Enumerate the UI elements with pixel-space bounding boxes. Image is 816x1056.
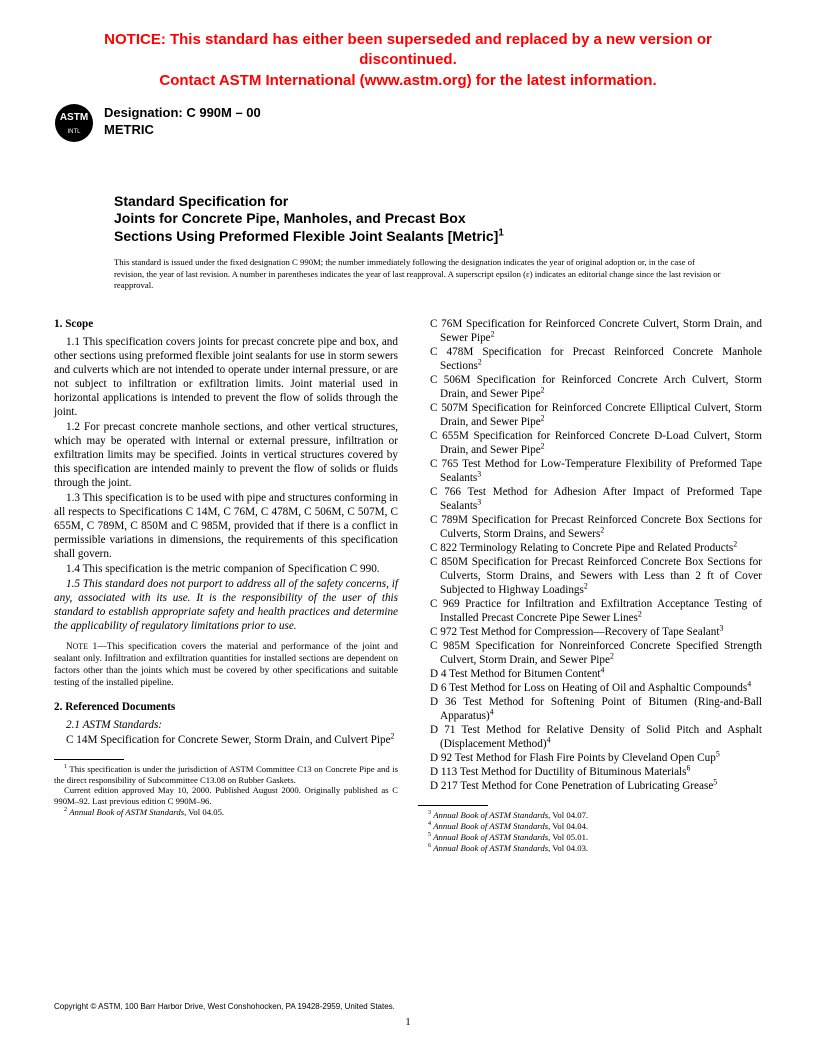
ref-item: C 969 Practice for Infiltration and Exfi… — [418, 597, 762, 625]
footnote-rule-left — [54, 759, 124, 760]
ref-c14m: C 14M Specification for Concrete Sewer, … — [54, 733, 398, 747]
ref-item: C 76M Specification for Reinforced Concr… — [418, 317, 762, 345]
svg-text:INTL: INTL — [67, 129, 81, 135]
page-number: 1 — [0, 1016, 816, 1030]
ref-list: C 76M Specification for Reinforced Concr… — [418, 317, 762, 793]
body-columns: 1. Scope 1.1 This specification covers j… — [54, 317, 762, 854]
ref-item: C 765 Test Method for Low-Temperature Fl… — [418, 457, 762, 485]
notice-line2: Contact ASTM International (www.astm.org… — [159, 72, 656, 89]
scope-p2: 1.2 For precast concrete manhole section… — [54, 420, 398, 490]
ref-item: C 655M Specification for Reinforced Conc… — [418, 429, 762, 457]
notice-banner: NOTICE: This standard has either been su… — [54, 30, 762, 91]
ref-item: D 6 Test Method for Loss on Heating of O… — [418, 681, 762, 695]
ref-item: D 113 Test Method for Ductility of Bitum… — [418, 765, 762, 779]
ref-item: D 4 Test Method for Bitumen Content4 — [418, 667, 762, 681]
title-line2: Sections Using Preformed Flexible Joint … — [114, 228, 722, 246]
ref-item: C 789M Specification for Precast Reinfor… — [418, 513, 762, 541]
scope-heading: 1. Scope — [54, 317, 398, 331]
ref-item: C 822 Terminology Relating to Concrete P… — [418, 541, 762, 555]
ref-item: D 92 Test Method for Flash Fire Points b… — [418, 751, 762, 765]
title-line1: Joints for Concrete Pipe, Manholes, and … — [114, 210, 722, 228]
scope-p3: 1.3 This specification is to be used wit… — [54, 491, 398, 561]
ref-item: C 850M Specification for Precast Reinfor… — [418, 555, 762, 597]
title-block: Standard Specification for Joints for Co… — [114, 193, 722, 246]
header: ASTM INTL Designation: C 990M – 00 METRI… — [54, 103, 762, 143]
pretitle: Standard Specification for — [114, 193, 722, 211]
footnote-4: 4 Annual Book of ASTM Standards, Vol 04.… — [418, 821, 762, 832]
metric-text: METRIC — [104, 122, 154, 137]
footnote-1b: Current edition approved May 10, 2000. P… — [54, 785, 398, 807]
ref-item: C 507M Specification for Reinforced Conc… — [418, 401, 762, 429]
astm-logo-icon: ASTM INTL — [54, 103, 94, 143]
footnote-1a: 1 This specification is under the jurisd… — [54, 764, 398, 786]
scope-p5: 1.5 This standard does not purport to ad… — [54, 577, 398, 633]
refdocs-heading: 2. Referenced Documents — [54, 700, 398, 714]
footnote-5: 5 Annual Book of ASTM Standards, Vol 05.… — [418, 832, 762, 843]
copyright-line: Copyright © ASTM, 100 Barr Harbor Drive,… — [54, 1002, 395, 1012]
scope-p1: 1.1 This specification covers joints for… — [54, 335, 398, 419]
issuance-note: This standard is issued under the fixed … — [114, 257, 722, 291]
ref-item: C 985M Specification for Nonreinforced C… — [418, 639, 762, 667]
designation-text: Designation: C 990M – 00 — [104, 105, 261, 120]
ref-item: C 766 Test Method for Adhesion After Imp… — [418, 485, 762, 513]
footnote-3: 3 Annual Book of ASTM Standards, Vol 04.… — [418, 810, 762, 821]
svg-text:ASTM: ASTM — [60, 112, 88, 123]
designation-block: Designation: C 990M – 00 METRIC — [104, 103, 261, 139]
scope-p4: 1.4 This specification is the metric com… — [54, 562, 398, 576]
notice-line1: NOTICE: This standard has either been su… — [104, 31, 712, 68]
ref-item: C 972 Test Method for Compression—Recove… — [418, 625, 762, 639]
footnote-rule-right — [418, 805, 488, 806]
ref-item: D 36 Test Method for Softening Point of … — [418, 695, 762, 723]
ref-item: C 478M Specification for Precast Reinfor… — [418, 345, 762, 373]
left-column: 1. Scope 1.1 This specification covers j… — [54, 317, 398, 854]
right-column: C 76M Specification for Reinforced Concr… — [418, 317, 762, 854]
ref-item: D 71 Test Method for Relative Density of… — [418, 723, 762, 751]
footnote-6: 6 Annual Book of ASTM Standards, Vol 04.… — [418, 843, 762, 854]
footnote-2: 2 Annual Book of ASTM Standards, Vol 04.… — [54, 807, 398, 818]
refdocs-sub: 2.1 ASTM Standards: — [54, 718, 398, 732]
note-1: NOTE 1—This specification covers the mat… — [54, 641, 398, 690]
ref-item: C 506M Specification for Reinforced Conc… — [418, 373, 762, 401]
ref-item: D 217 Test Method for Cone Penetration o… — [418, 779, 762, 793]
